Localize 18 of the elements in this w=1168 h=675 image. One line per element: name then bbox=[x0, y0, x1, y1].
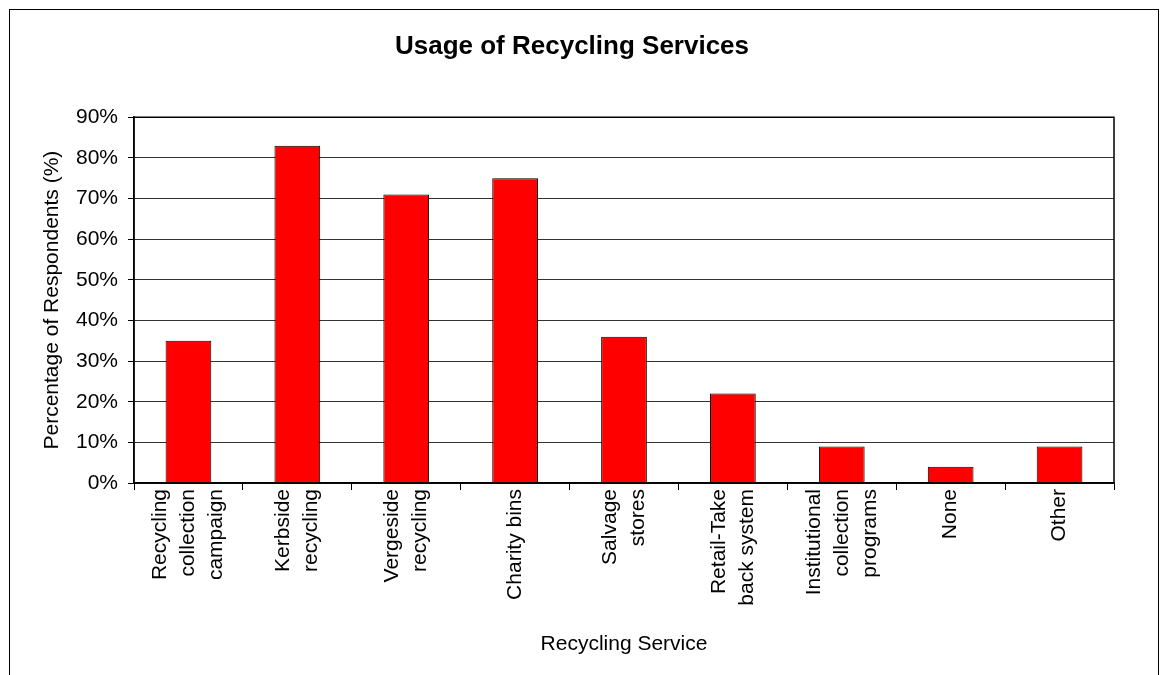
x-tick-label: Recycling collection campaign bbox=[147, 489, 227, 581]
y-tick-label: 60% bbox=[75, 225, 118, 249]
y-tick-label: 20% bbox=[75, 388, 118, 412]
y-tick-label: 50% bbox=[75, 266, 118, 290]
x-tick-label: Other bbox=[1046, 489, 1070, 542]
x-tick-label: Salvage stores bbox=[596, 489, 648, 565]
x-tick-label: Charity bins bbox=[501, 489, 525, 600]
y-tick-label: 0% bbox=[87, 469, 118, 493]
y-axis-title: Percentage of Respondents (%) bbox=[39, 150, 63, 450]
chart-title: Usage of Recycling Services bbox=[394, 29, 750, 60]
y-tick-label: 70% bbox=[75, 185, 118, 209]
x-tick-label: None bbox=[937, 489, 961, 540]
y-tick-label: 30% bbox=[75, 347, 118, 371]
y-tick-label: 10% bbox=[75, 429, 118, 453]
y-tick-label: 40% bbox=[75, 307, 118, 331]
x-axis-title: Recycling Service bbox=[540, 631, 708, 655]
y-tick-label: 90% bbox=[75, 104, 118, 127]
y-tick-label: 80% bbox=[75, 144, 118, 168]
